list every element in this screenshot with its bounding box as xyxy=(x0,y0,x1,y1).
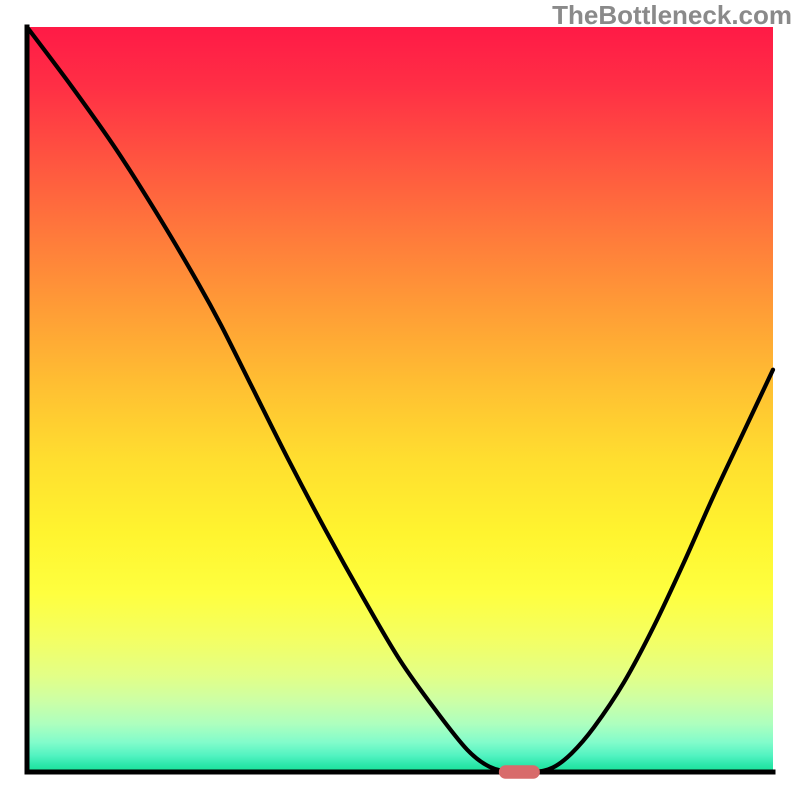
optimum-marker xyxy=(499,765,540,778)
chart-container: TheBottleneck.com xyxy=(0,0,800,800)
bottleneck-chart xyxy=(0,0,800,800)
